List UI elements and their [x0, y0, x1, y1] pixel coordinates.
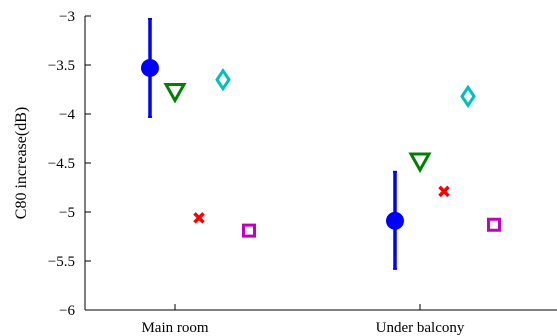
square-marker [242, 223, 256, 238]
x-tick-label: Under balcony [376, 320, 465, 336]
plot-area [84, 16, 557, 311]
x-marker [193, 212, 205, 224]
y-tick-label: −4 [59, 107, 75, 123]
triangle-marker [408, 152, 432, 174]
x-marker [438, 185, 450, 198]
y-axis-title: C80 increase(dB) [13, 107, 30, 219]
y-tick-label: −3.5 [48, 58, 75, 74]
diamond-marker [460, 84, 476, 109]
y-tick-label: −3 [59, 9, 75, 25]
y-tick-label: −4.5 [48, 156, 75, 172]
triangle-marker [163, 82, 187, 104]
y-tick-label: −6 [59, 303, 75, 319]
data-marks [141, 17, 501, 270]
circle-marker [386, 211, 404, 230]
x-axis-ticks: Main room Under balcony [141, 304, 465, 336]
diamond-marker [215, 67, 231, 92]
y-tick-label: −5.5 [48, 254, 75, 270]
x-tick-label: Main room [141, 320, 208, 336]
y-axis-ticks: −3 −3.5 −4 −4.5 −5 −5.5 −6 [48, 9, 91, 319]
y-tick-label: −5 [59, 205, 75, 221]
circle-marker [141, 58, 159, 77]
square-marker [487, 217, 501, 232]
